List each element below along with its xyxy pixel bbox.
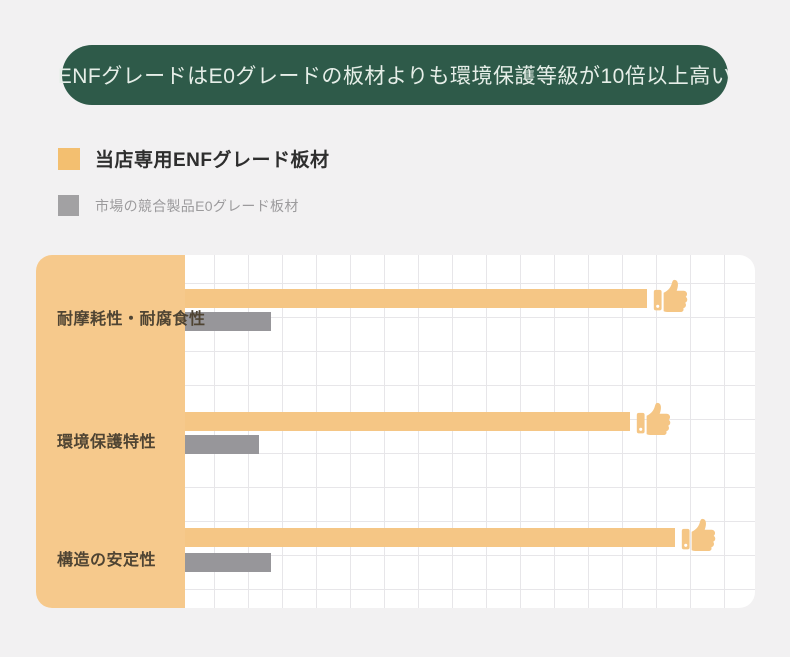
thumbs-up-icon [653,279,687,312]
category-panel [36,255,185,608]
headline-text: ENFグレードはE0グレードの板材よりも環境保護等級が10倍以上高い [57,65,733,88]
category-label: 環境保護特性 [57,434,157,451]
headline-banner: ENFグレードはE0グレードの板材よりも環境保護等級が10倍以上高い [58,45,732,105]
bar-enf [185,402,670,435]
legend: 当店専用ENFグレード板材 市場の競合製品E0グレード板材 [58,145,330,216]
thumbs-up-icon [636,402,670,435]
bars-layer [185,255,755,608]
bar-competitor [185,312,271,331]
legend-label-e0: 市場の競合製品E0グレード板材 [95,197,299,214]
thumbs-up-icon [682,518,716,551]
bar-enf [185,279,687,312]
bar-enf [185,518,716,551]
bar-competitor [185,553,271,572]
category-label: 構造の安定性 [57,552,157,569]
bar-chart: 耐摩耗性・耐腐食性 環境保護特性 構造の安定性 [36,255,755,608]
legend-item-enf: 当店専用ENFグレード板材 [58,145,330,172]
legend-swatch-orange [58,147,80,170]
legend-item-e0: 市場の競合製品E0グレード板材 [58,195,330,216]
legend-label-enf: 当店専用ENFグレード板材 [95,150,330,171]
legend-swatch-gray [58,195,79,216]
category-label: 耐摩耗性・耐腐食性 [57,311,206,328]
bar-competitor [185,435,260,454]
